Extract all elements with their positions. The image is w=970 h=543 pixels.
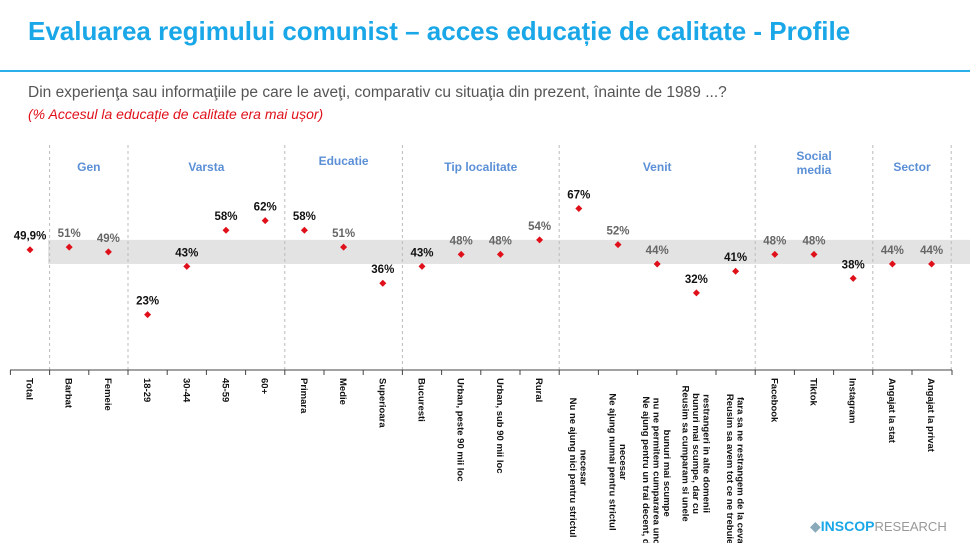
logo-suffix: RESEARCH bbox=[874, 519, 947, 534]
category-label: 30-44 bbox=[180, 378, 191, 403]
page-title: Evaluarea regimului comunist – acces edu… bbox=[28, 16, 851, 46]
data-point bbox=[653, 260, 661, 268]
category-label: Medie bbox=[337, 378, 348, 405]
data-label: 36% bbox=[371, 264, 394, 276]
title-divider bbox=[0, 70, 970, 72]
group-heading: Educatie bbox=[319, 154, 369, 168]
category-label: Nu ne ajung nici pentru strictulnecesar bbox=[567, 398, 589, 538]
category-label: 45-59 bbox=[220, 378, 231, 402]
data-point bbox=[300, 226, 308, 234]
data-label: 48% bbox=[450, 235, 473, 247]
data-point bbox=[418, 262, 426, 270]
chart-note: (% Accesul la educație de calitate era m… bbox=[28, 106, 324, 122]
data-label: 54% bbox=[528, 221, 551, 233]
data-point bbox=[771, 250, 779, 258]
survey-question: Din experienţa sau informaţiile pe care … bbox=[28, 84, 727, 101]
data-point bbox=[183, 262, 191, 270]
data-label: 38% bbox=[842, 259, 865, 271]
category-label: Rural bbox=[533, 378, 544, 402]
data-label: 23% bbox=[136, 296, 159, 308]
data-point bbox=[496, 250, 504, 258]
data-label: 67% bbox=[567, 190, 590, 202]
data-point bbox=[888, 260, 896, 268]
data-point bbox=[810, 250, 818, 258]
category-label: Ne ajung numai pentru strictulnecesar bbox=[606, 393, 628, 530]
data-label: 43% bbox=[410, 247, 433, 259]
data-label: 44% bbox=[646, 245, 669, 257]
category-label: Urban, sub 90 mii loc bbox=[494, 378, 505, 474]
category-label: 60+ bbox=[259, 378, 270, 395]
data-label: 41% bbox=[724, 252, 747, 264]
category-label: Ne ajung pentru un trai decent, danu ne … bbox=[640, 396, 672, 543]
data-point bbox=[536, 236, 544, 244]
data-label: 51% bbox=[332, 228, 355, 240]
data-point bbox=[732, 267, 740, 275]
data-label: 58% bbox=[293, 211, 316, 223]
data-point bbox=[614, 241, 622, 249]
data-label: 48% bbox=[763, 235, 786, 247]
category-label: Angajat la stat bbox=[886, 378, 897, 444]
category-label: Primara bbox=[298, 378, 309, 414]
data-point bbox=[65, 243, 73, 251]
group-heading: Sector bbox=[893, 160, 931, 174]
data-point bbox=[457, 250, 465, 258]
data-point bbox=[849, 274, 857, 282]
data-label: 49% bbox=[97, 233, 120, 245]
logo: ◆INSCOPRESEARCH bbox=[810, 518, 947, 534]
group-heading: Venit bbox=[643, 160, 672, 174]
data-label: 44% bbox=[920, 245, 943, 257]
logo-brand: INSCOP bbox=[820, 518, 875, 534]
data-point bbox=[340, 243, 348, 251]
category-label: Angajat la privat bbox=[925, 378, 936, 453]
group-heading: Tip localitate bbox=[444, 160, 517, 174]
average-band bbox=[48, 239, 970, 264]
category-label: Facebook bbox=[768, 378, 779, 423]
data-point bbox=[261, 217, 269, 225]
data-point bbox=[222, 226, 230, 234]
category-label: Urban, peste 90 mii loc bbox=[455, 378, 466, 481]
data-label: 49,9% bbox=[14, 231, 47, 243]
data-point bbox=[104, 248, 112, 256]
category-label: Reusim sa avem tot ce ne trebuie,fara sa… bbox=[724, 394, 746, 543]
group-heading: Social media bbox=[796, 149, 831, 177]
group-heading: Varsta bbox=[188, 160, 224, 174]
category-label: Superioara bbox=[376, 378, 387, 428]
data-label: 52% bbox=[606, 226, 629, 238]
data-point bbox=[692, 289, 700, 297]
data-label: 48% bbox=[802, 235, 825, 247]
data-label: 48% bbox=[489, 235, 512, 247]
data-point bbox=[575, 205, 583, 213]
data-label: 62% bbox=[254, 202, 277, 214]
category-label: Femeie bbox=[102, 378, 113, 411]
category-label: Tiktok bbox=[808, 378, 819, 407]
data-point bbox=[379, 279, 387, 287]
data-point bbox=[26, 246, 34, 254]
data-point bbox=[144, 311, 152, 319]
category-label: Bucuresti bbox=[416, 378, 427, 422]
category-label: Total bbox=[24, 378, 35, 400]
group-heading: Gen bbox=[77, 160, 100, 174]
category-label: 18-29 bbox=[141, 378, 152, 402]
category-label: Barbat bbox=[63, 378, 74, 409]
data-label: 58% bbox=[214, 211, 237, 223]
data-label: 51% bbox=[58, 228, 81, 240]
category-label: Instagram bbox=[847, 378, 858, 423]
data-label: 32% bbox=[685, 274, 708, 286]
data-point bbox=[928, 260, 936, 268]
data-label: 44% bbox=[881, 245, 904, 257]
data-label: 43% bbox=[175, 247, 198, 259]
category-label: Reusim sa cumparam si unelebunuri mai sc… bbox=[679, 385, 711, 521]
